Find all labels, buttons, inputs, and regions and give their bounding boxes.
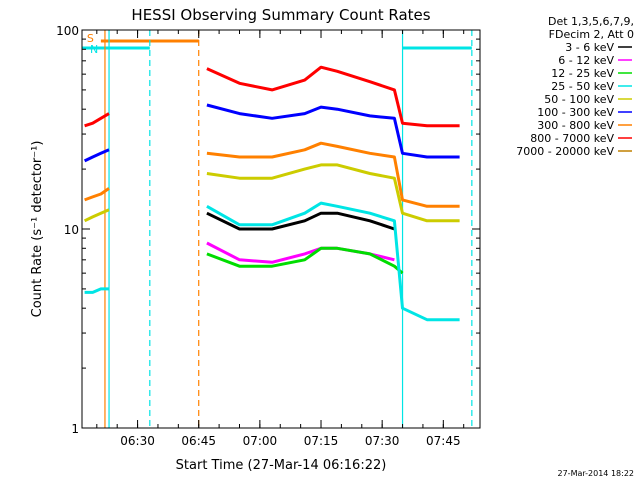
legend-entry: 7000 - 20000 keV <box>516 145 614 158</box>
series-line <box>83 148 110 163</box>
y-tick-label: 100 <box>56 24 79 38</box>
series-line <box>83 208 110 223</box>
legend-entry: 12 - 25 keV <box>551 67 614 80</box>
series-line <box>84 187 110 202</box>
legend-entry: 3 - 6 keV <box>565 41 614 54</box>
legend: Det 1,3,5,6,7,9,FDecim 2, Att 03 - 6 keV… <box>516 15 634 158</box>
series-line <box>206 201 460 322</box>
flag-label: S <box>87 32 94 45</box>
legend-entry: 800 - 7000 keV <box>530 132 614 145</box>
series-line <box>206 163 460 223</box>
legend-entry: 50 - 100 keV <box>544 93 614 106</box>
y-axis-label: Count Rate (s⁻¹ detector⁻¹) <box>30 141 45 318</box>
series-line <box>206 103 460 159</box>
legend-entry: 25 - 50 keV <box>551 80 614 93</box>
series-line <box>206 211 395 231</box>
y-tick-label: 1 <box>71 422 79 436</box>
chart-title: HESSI Observing Summary Count Rates <box>131 6 430 24</box>
series-layer <box>83 65 460 322</box>
legend-entry: 6 - 12 keV <box>558 54 614 67</box>
x-tick-label: 07:30 <box>365 434 400 448</box>
legend-header: Det 1,3,5,6,7,9, <box>548 15 634 28</box>
flag-label: N <box>90 43 98 56</box>
series-line <box>206 141 460 208</box>
legend-header: FDecim 2, Att 0 <box>549 28 634 41</box>
series-line <box>206 246 404 275</box>
y-tick-label: 10 <box>64 223 79 237</box>
x-tick-label: 07:00 <box>243 434 278 448</box>
series-line <box>206 65 460 128</box>
footer-timestamp: 27-Mar-2014 18:22 <box>558 469 635 478</box>
flags-layer: SN <box>82 32 472 56</box>
series-line <box>84 112 110 128</box>
x-tick-label: 07:45 <box>426 434 461 448</box>
series-line <box>84 287 109 294</box>
x-tick-label: 06:30 <box>120 434 155 448</box>
plot-frame <box>81 29 481 429</box>
markers-layer <box>104 30 473 428</box>
x-tick-label: 07:15 <box>304 434 339 448</box>
x-axis-label: Start Time (27-Mar-14 06:16:22) <box>176 458 387 473</box>
legend-entry: 300 - 800 keV <box>537 119 614 132</box>
legend-entry: 100 - 300 keV <box>537 106 614 119</box>
ticks-layer: 06:30 06:45 07:00 07:15 07:30 07:45 1 10 100 <box>56 24 480 448</box>
x-tick-label: 06:45 <box>181 434 216 448</box>
